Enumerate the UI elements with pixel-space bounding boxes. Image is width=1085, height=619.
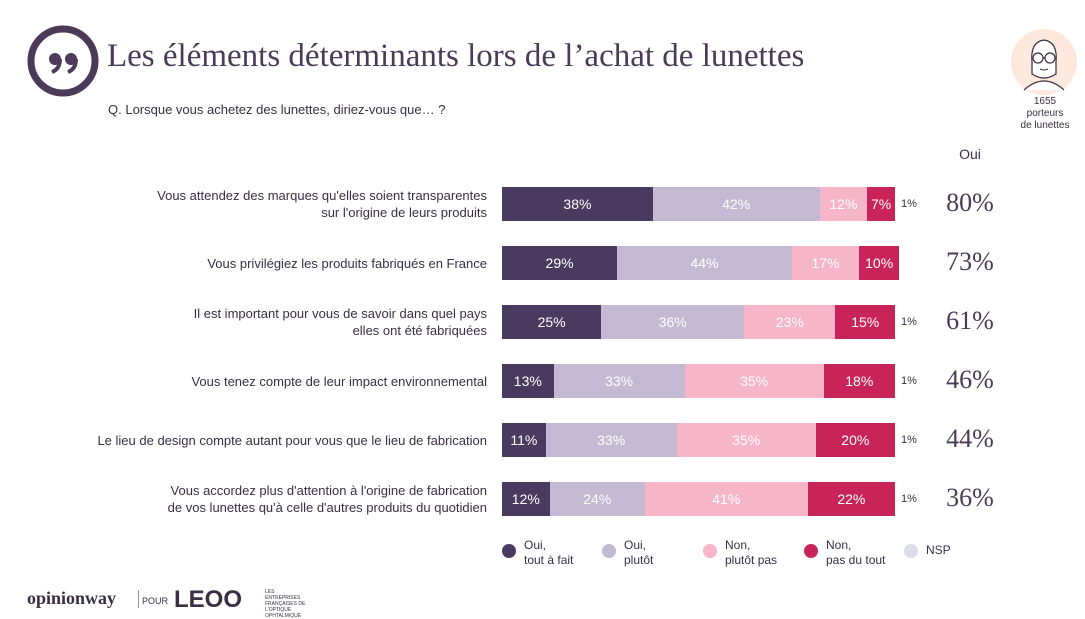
bar-segment-tout_a_fait: 12% — [502, 482, 550, 516]
respondent-avatar-icon — [1011, 29, 1077, 95]
legend-swatch — [904, 544, 918, 558]
bar-segment-plutot: 24% — [549, 482, 645, 516]
bar-segment-plutot_pas: 12% — [819, 187, 868, 221]
legend-swatch — [703, 544, 717, 558]
bar-segment-tout_a_fait: 38% — [502, 187, 653, 221]
bar-segment-plutot_pas: 17% — [791, 246, 860, 280]
leoo-logo: LEOO — [174, 586, 242, 610]
oui-total: 61% — [946, 306, 994, 335]
legend-item-nsp: NSP — [904, 538, 951, 558]
row-label: Vous accordez plus d'attention à l'origi… — [7, 482, 487, 516]
row-label: Vous privilégiez les produits fabriqués … — [7, 255, 487, 272]
bar-segment-pas_du_tout: 15% — [835, 305, 896, 339]
bar-segment-tout_a_fait: 13% — [502, 364, 554, 398]
nsp-value: 1% — [901, 316, 917, 328]
legend-item-tout_a_fait: Oui, tout à fait — [502, 538, 573, 568]
bar-segment-plutot: 42% — [652, 187, 820, 221]
row-label-line: Vous accordez plus d'attention à l'origi… — [170, 483, 487, 498]
legend-label: NSP — [926, 543, 951, 557]
legend-label: Oui, plutôt — [624, 538, 654, 567]
leoo-logo-text: LEOO — [174, 586, 242, 610]
sample-line1: porteurs — [1026, 108, 1064, 119]
legend-item-plutot_pas: Non, plutôt pas — [703, 538, 777, 568]
nsp-value: 1% — [901, 375, 917, 387]
oui-column-header: Oui — [959, 146, 981, 162]
row-label-line: sur l'origine de leurs produits — [321, 205, 487, 220]
row-label-line: de vos lunettes qu'à celle d'autres prod… — [167, 500, 487, 515]
bar-segment-plutot: 33% — [553, 364, 685, 398]
row-label: Il est important pour vous de savoir dan… — [7, 305, 487, 339]
bar-segment-tout_a_fait: 29% — [502, 246, 618, 280]
leoo-subtitle: LES ENTREPRISES FRANÇAISES DE L'OPTIQUE … — [265, 589, 306, 619]
row-label-line: Vous attendez des marques qu'elles soien… — [157, 188, 487, 203]
opinionway-logo: opinionway — [27, 588, 117, 608]
quote-icon — [27, 25, 99, 97]
footer-divider — [138, 590, 139, 608]
oui-total: 73% — [946, 247, 994, 276]
row-label-line: Vous privilégiez les produits fabriqués … — [207, 255, 487, 271]
bar-segment-plutot: 33% — [545, 423, 677, 457]
legend-label: Oui, tout à fait — [524, 538, 574, 567]
bar-segment-plutot_pas: 35% — [676, 423, 816, 457]
row-label: Le lieu de design compte autant pour vou… — [7, 432, 487, 449]
bar-segment-pas_du_tout: 18% — [823, 364, 896, 398]
row-label: Vous tenez compte de leur impact environ… — [7, 373, 487, 390]
question-text: Q. Lorsque vous achetez des lunettes, di… — [108, 102, 446, 117]
legend-label: Non, pas du tout — [826, 538, 886, 567]
bar-segment-pas_du_tout: 20% — [815, 423, 896, 457]
row-label: Vous attendez des marques qu'elles soien… — [7, 187, 487, 221]
legend-swatch — [502, 544, 516, 558]
sample-line2: de lunettes — [1020, 120, 1070, 131]
oui-total: 36% — [946, 483, 994, 512]
legend-label: Non, plutôt pas — [725, 538, 778, 567]
bar-segment-tout_a_fait: 11% — [502, 423, 546, 457]
bar-segment-tout_a_fait: 25% — [502, 305, 602, 339]
oui-total: 46% — [946, 365, 994, 394]
row-label-line: Vous tenez compte de leur impact environ… — [191, 373, 487, 389]
legend-swatch — [804, 544, 818, 558]
bar-segment-plutot_pas: 23% — [744, 305, 836, 339]
bar-segment-pas_du_tout: 10% — [859, 246, 899, 280]
legend-swatch — [602, 544, 616, 558]
page-title: Les éléments déterminants lors de l’acha… — [107, 38, 805, 74]
oui-total: 44% — [946, 424, 994, 453]
sample-count: 1655 — [1033, 96, 1057, 107]
footer-pour: POUR — [142, 596, 169, 606]
bar-segment-plutot: 44% — [617, 246, 792, 280]
nsp-value: 1% — [901, 493, 917, 505]
row-label-line: Il est important pour vous de savoir dan… — [193, 306, 487, 321]
nsp-value: 1% — [901, 198, 917, 210]
sample-size: 1655 porteurs de lunettes — [1005, 96, 1085, 132]
row-label-line: elles ont été fabriquées — [352, 323, 487, 338]
bar-segment-pas_du_tout: 22% — [807, 482, 896, 516]
bar-segment-plutot_pas: 35% — [684, 364, 824, 398]
legend-item-pas_du_tout: Non, pas du tout — [804, 538, 885, 568]
bar-segment-pas_du_tout: 7% — [867, 187, 896, 221]
oui-total: 80% — [946, 188, 994, 217]
bar-segment-plutot_pas: 41% — [644, 482, 808, 516]
bar-segment-plutot: 36% — [601, 305, 745, 339]
legend-item-plutot: Oui, plutôt — [602, 538, 653, 568]
nsp-value: 1% — [901, 434, 917, 446]
row-label-line: Le lieu de design compte autant pour vou… — [97, 432, 487, 448]
